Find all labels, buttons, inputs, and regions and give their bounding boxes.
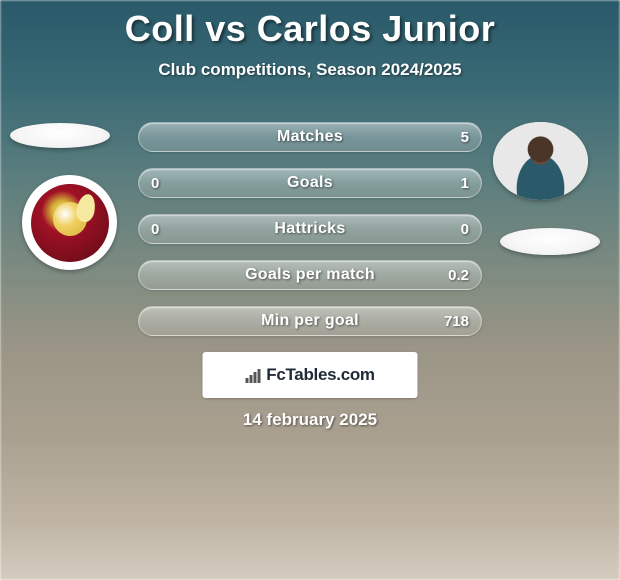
date-text: 14 february 2025 bbox=[243, 410, 377, 430]
stat-right-value: 5 bbox=[461, 123, 469, 153]
stat-row-goals-per-match: Goals per match 0.2 bbox=[138, 260, 482, 290]
stat-right-value: 0.2 bbox=[448, 261, 469, 291]
stat-label: Goals per match bbox=[245, 266, 375, 284]
player-left-avatar bbox=[10, 123, 110, 148]
stat-right-value: 718 bbox=[444, 307, 469, 337]
player-right-avatar bbox=[493, 122, 588, 200]
stat-left-value: 0 bbox=[151, 215, 159, 245]
club-badge-icon bbox=[31, 184, 109, 262]
stat-row-goals: 0 Goals 1 bbox=[138, 168, 482, 198]
subtitle: Club competitions, Season 2024/2025 bbox=[0, 60, 620, 80]
page-title: Coll vs Carlos Junior bbox=[0, 0, 620, 50]
stat-label: Hattricks bbox=[274, 220, 345, 238]
stat-row-hattricks: 0 Hattricks 0 bbox=[138, 214, 482, 244]
stat-label: Matches bbox=[277, 128, 343, 146]
player-right-club-badge bbox=[500, 228, 600, 255]
branding-text: FcTables.com bbox=[266, 365, 375, 385]
comparison-card: Coll vs Carlos Junior Club competitions,… bbox=[0, 0, 620, 580]
stat-right-value: 0 bbox=[461, 215, 469, 245]
stat-left-value: 0 bbox=[151, 169, 159, 199]
bar-chart-icon bbox=[245, 368, 260, 383]
branding-box: FcTables.com bbox=[203, 352, 418, 398]
stat-row-min-per-goal: Min per goal 718 bbox=[138, 306, 482, 336]
avatar-icon bbox=[493, 122, 588, 200]
stats-list: Matches 5 0 Goals 1 0 Hattricks 0 Goals … bbox=[138, 122, 482, 352]
stat-label: Goals bbox=[287, 174, 333, 192]
stat-right-value: 1 bbox=[461, 169, 469, 199]
stat-row-matches: Matches 5 bbox=[138, 122, 482, 152]
player-left-club-badge bbox=[22, 175, 117, 270]
stat-label: Min per goal bbox=[261, 312, 359, 330]
